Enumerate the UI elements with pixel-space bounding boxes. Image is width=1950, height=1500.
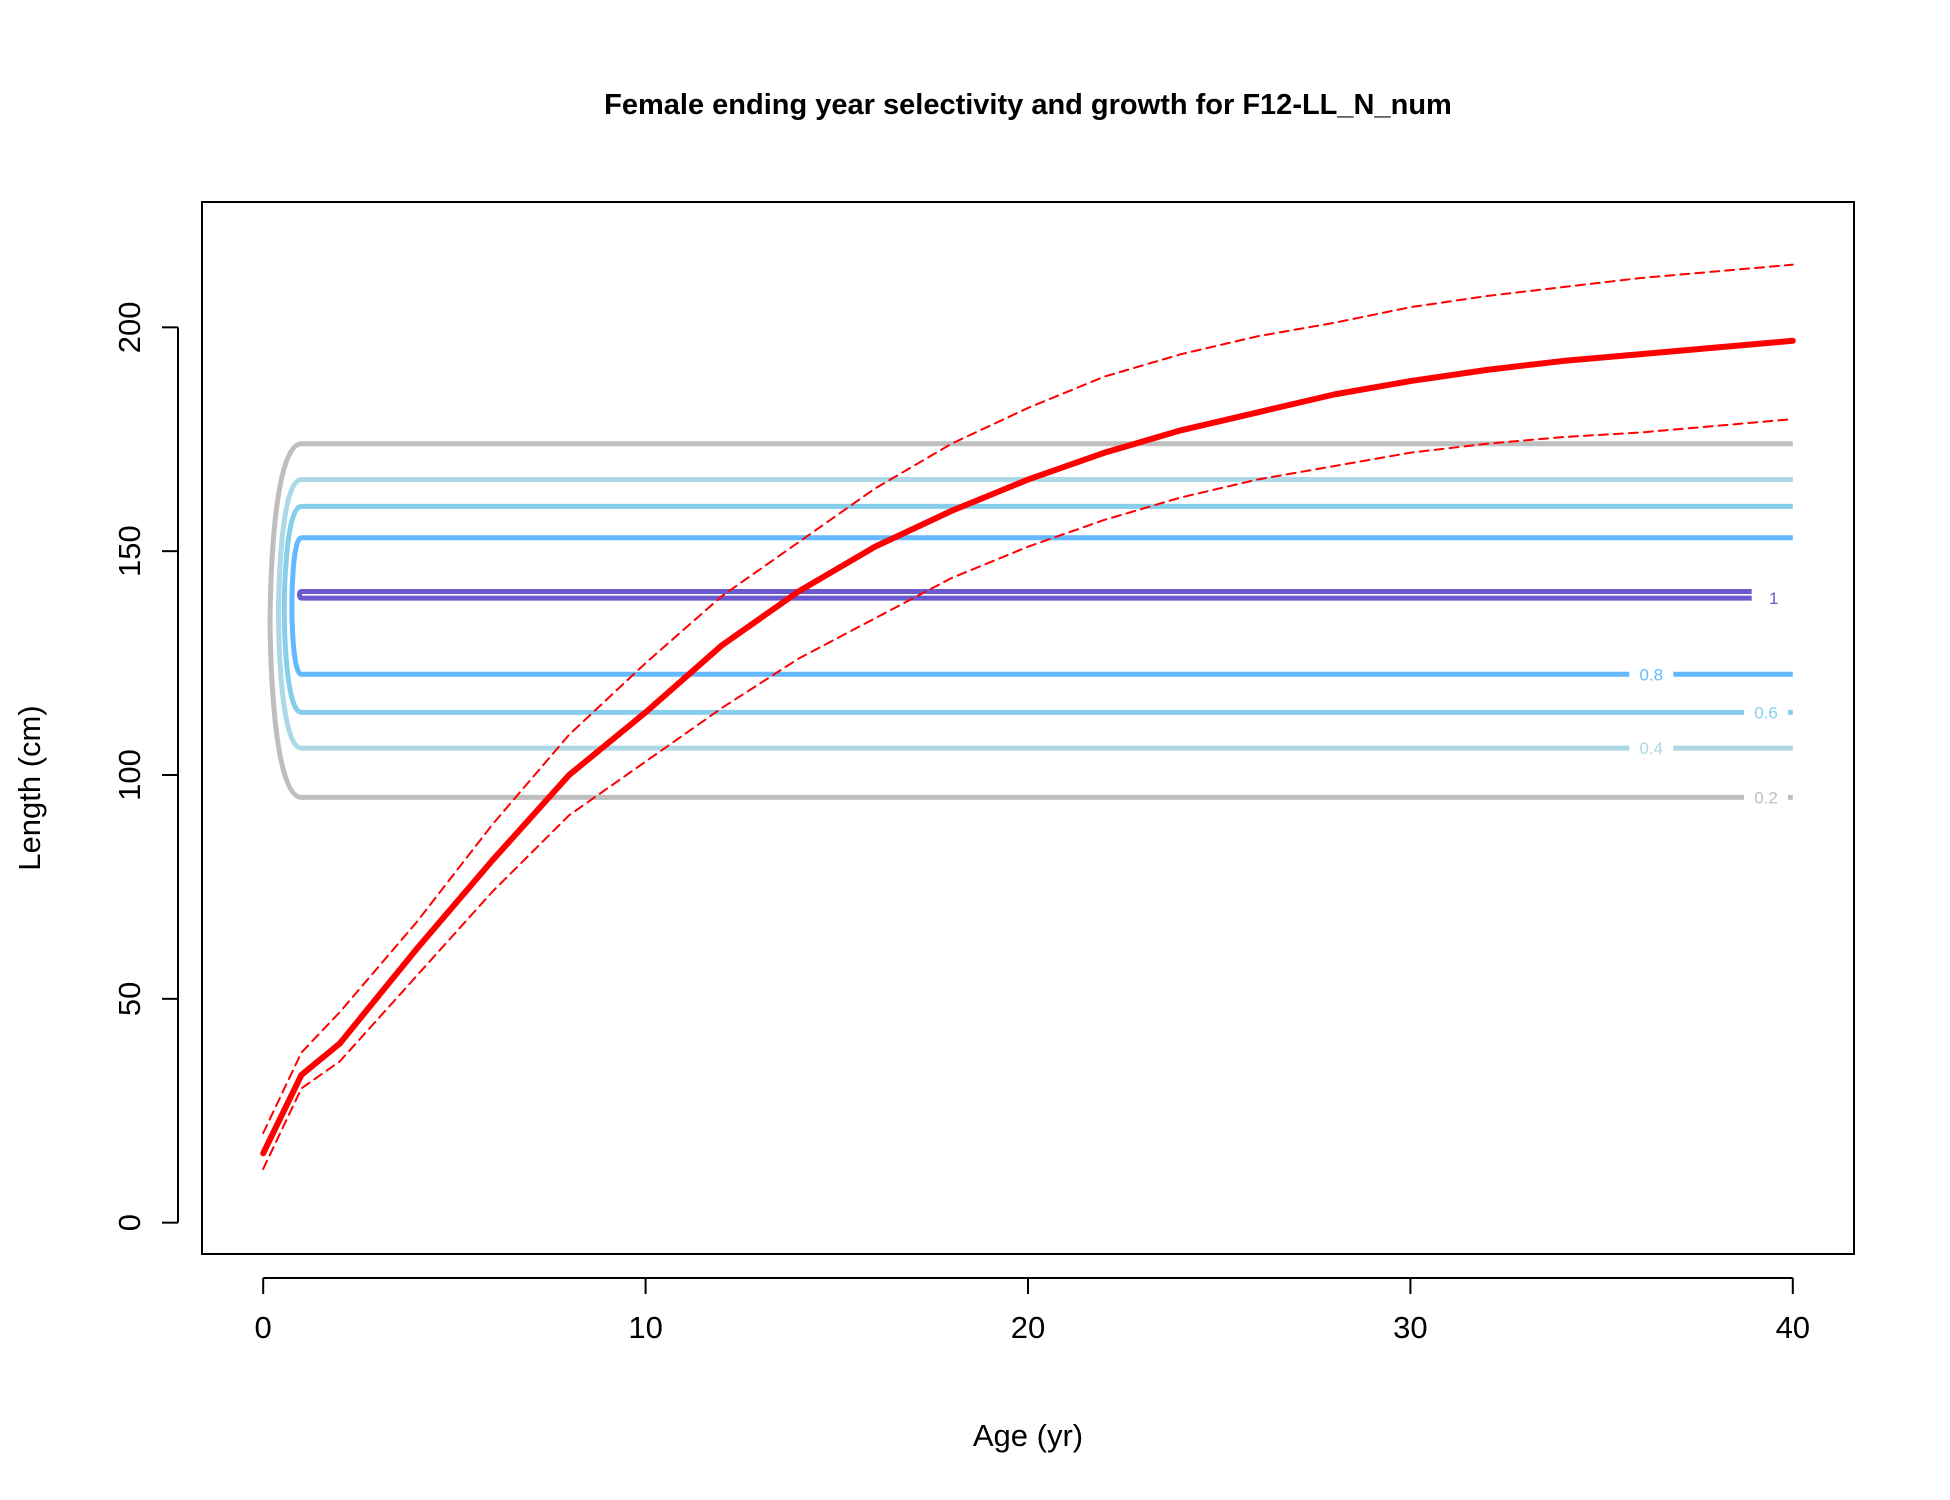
contour-label-gap-0_4 [1629,736,1674,761]
contour-label-gap-1 [1751,586,1796,611]
x-tick-label: 0 [255,1310,272,1345]
contour-line-1 [297,588,1793,601]
y-axis-label: Length (cm) [12,705,47,870]
chart-title: Female ending year selectivity and growt… [604,89,1452,121]
growth-curves [260,263,1796,1170]
plot-frame [201,201,1855,1255]
y-tick-label: 200 [112,301,147,353]
mean-growth-line [260,337,1796,1157]
growth-interval-line-1 [262,263,1794,1135]
y-tick-label: 50 [112,982,147,1016]
contour-label-0_8: 0.8 [1640,665,1664,684]
y-tick-label: 100 [112,749,147,801]
contour-label-0_6: 0.6 [1754,703,1778,722]
y-tick-label: 0 [112,1214,147,1231]
contour-label-0_2: 0.2 [1754,788,1778,807]
contour-line-0_2 [267,441,1793,800]
x-tick-label: 20 [1011,1310,1045,1345]
x-axis-label: Age (yr) [973,1418,1083,1453]
contour-label-gap-0_8 [1629,662,1674,687]
contour-line-0_6 [281,503,1793,715]
y-tick-label: 150 [112,525,147,577]
contour-line-0_8 [289,535,1793,677]
x-tick-label: 40 [1776,1310,1810,1345]
x-tick-label: 30 [1393,1310,1427,1345]
growth-interval-line-2 [262,418,1794,1170]
x-tick-label: 10 [628,1310,662,1345]
contour-label-1: 1 [1769,589,1778,608]
selectivity-contours: 0.2 0.4 0.6 0.8 1 [267,441,1796,810]
contour-label-gap-0_2 [1744,785,1789,810]
contour-line-0_4 [275,477,1793,751]
contour-label-0_4: 0.4 [1640,739,1664,758]
contour-label-gap-0_6 [1744,700,1789,725]
axes: 0 10 20 30 40 0 50 100 150 200 [112,301,1810,1345]
